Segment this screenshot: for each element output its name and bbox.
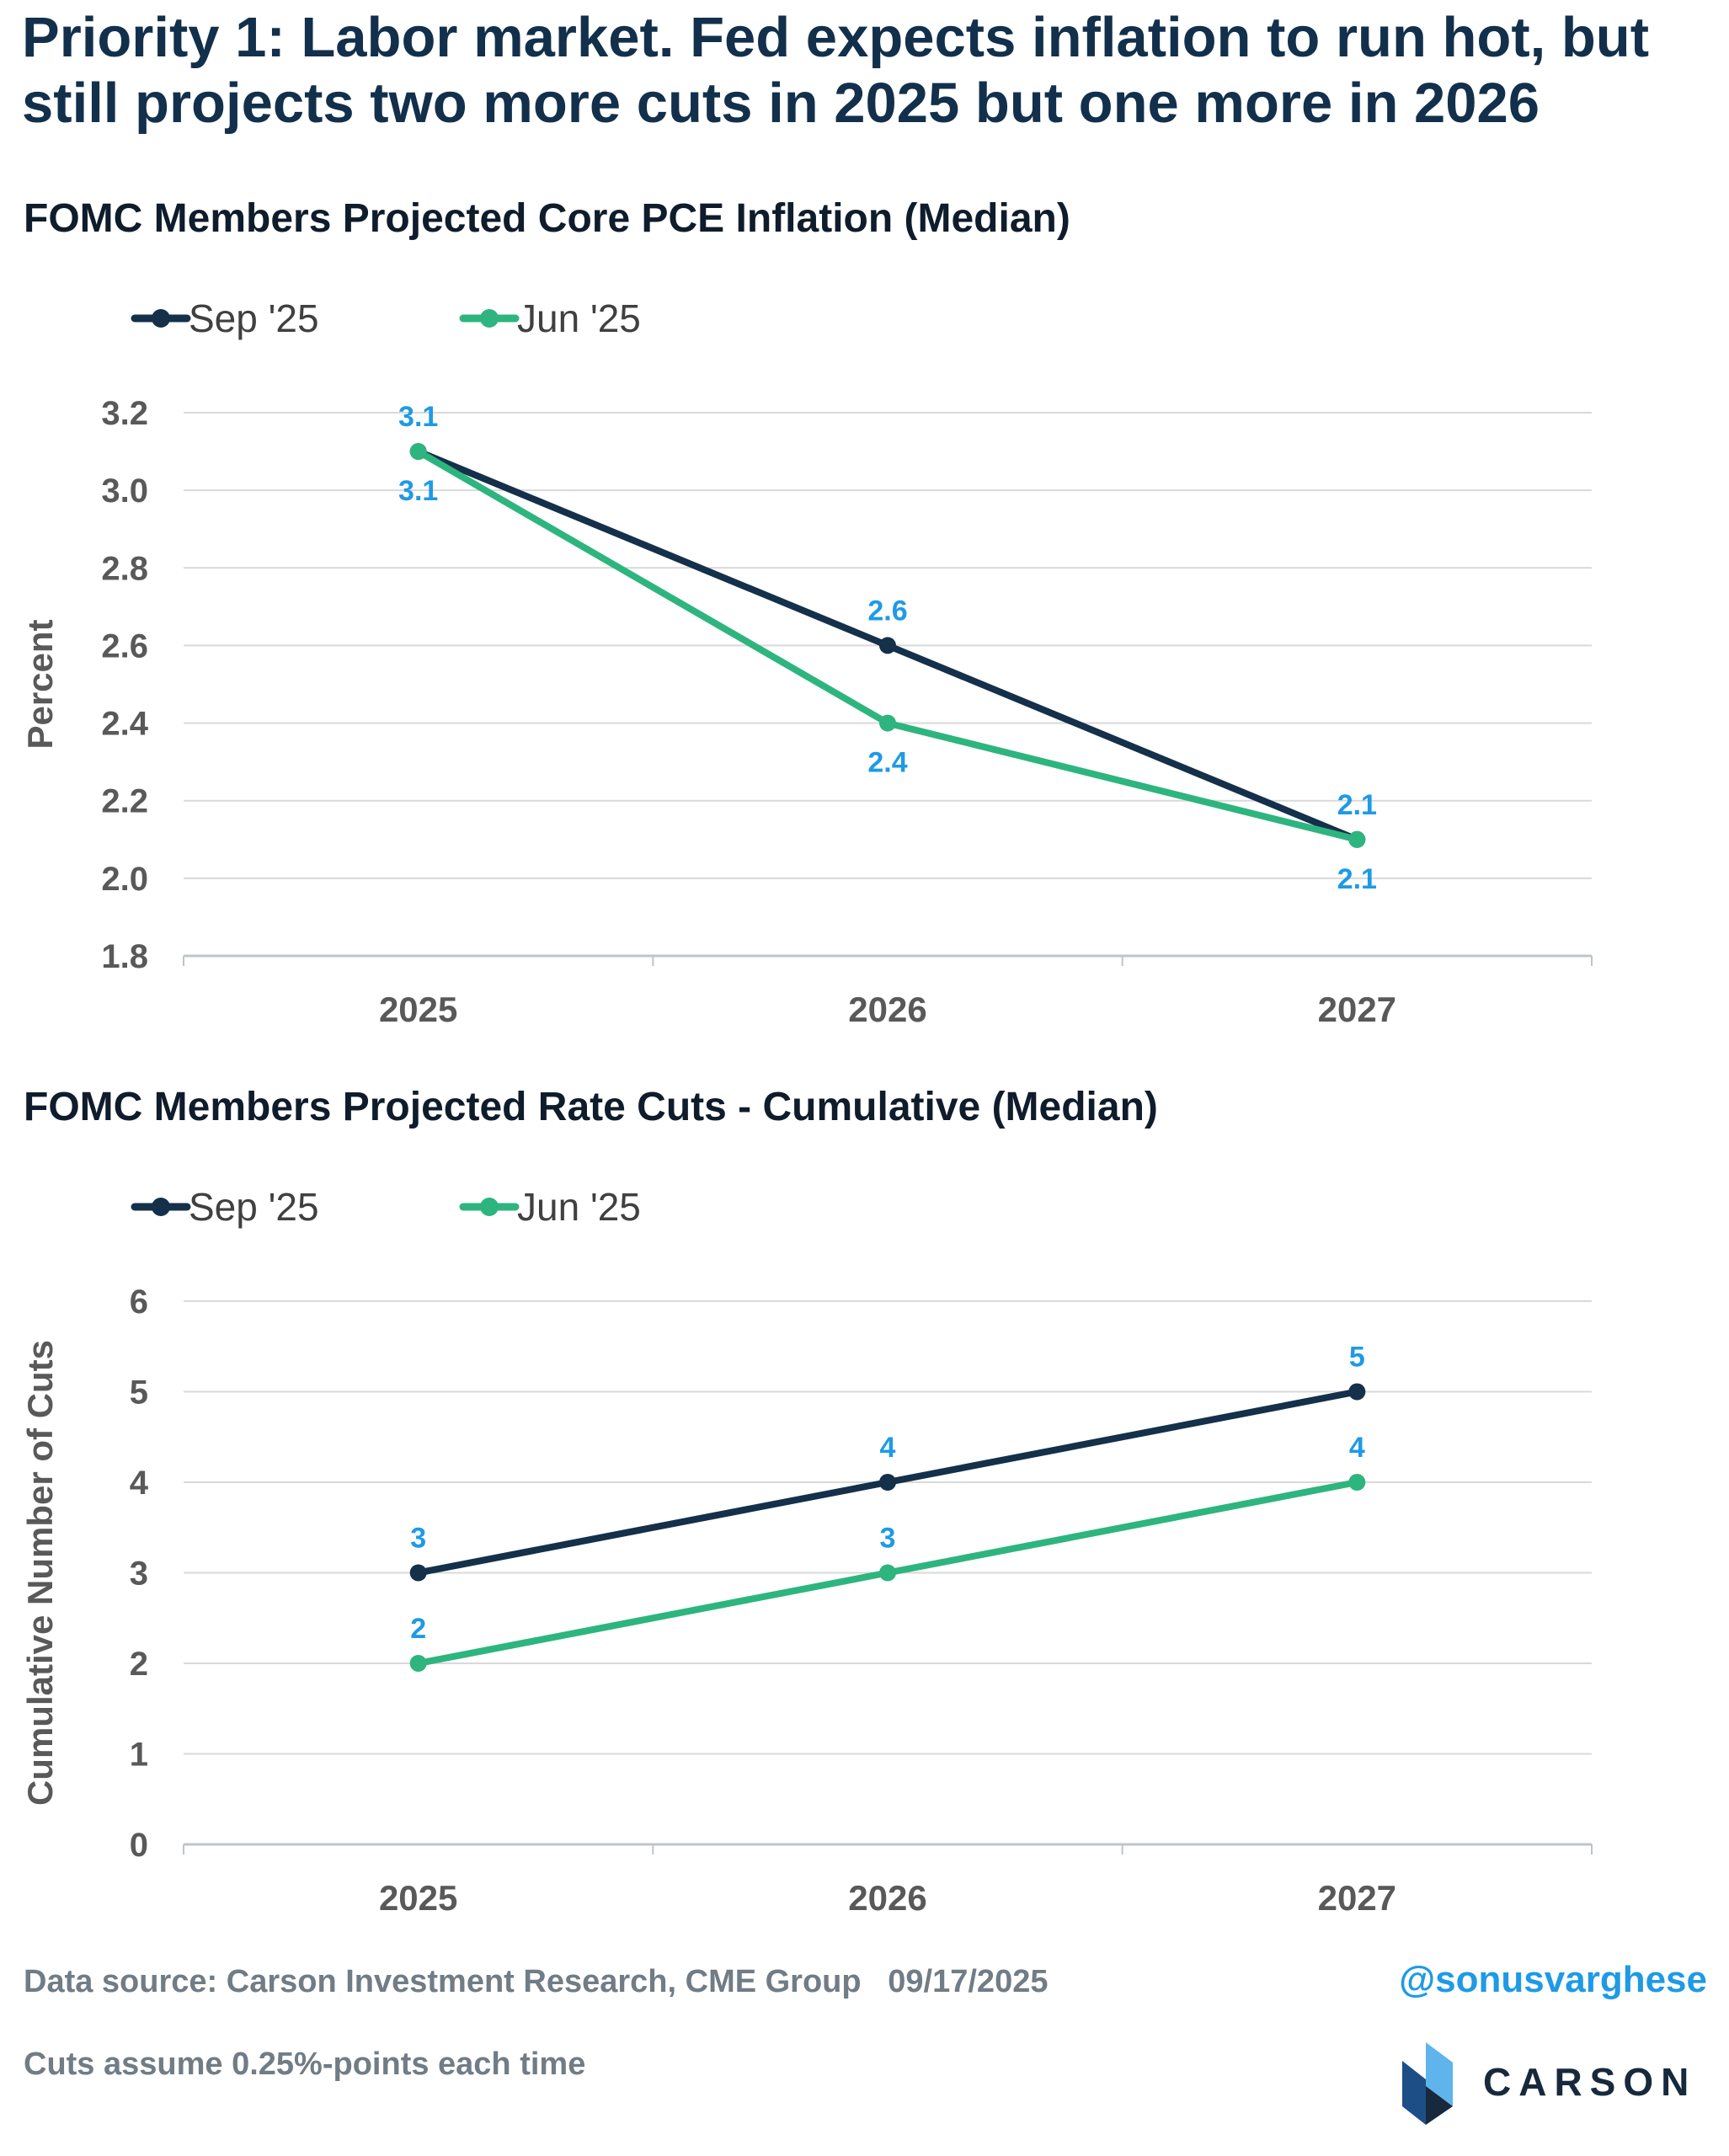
data-point <box>1348 830 1366 848</box>
core-pce-chart: 1.8 2.0 2.2 2.4 2.6 2.8 3.0 3.2 2025 2026 2027 Perc… <box>20 296 1593 1029</box>
y-tick-label: 1 <box>130 1737 148 1774</box>
y-tick-label: 5 <box>130 1374 148 1412</box>
carson-logo: CARSON <box>1402 2042 1714 2131</box>
data-point <box>1348 1474 1366 1491</box>
x-tick-label: 2027 <box>1318 1878 1396 1918</box>
data-label: 3.1 <box>398 401 438 433</box>
data-source-note: Data source: Carson Investment Research,… <box>24 1964 1049 1999</box>
chart-title-rate-cuts: FOMC Members Projected Rate Cuts - Cumul… <box>24 1085 1158 1129</box>
twitter-handle: @sonusvarghese <box>1399 1959 1707 2000</box>
x-tick-label: 2027 <box>1318 990 1396 1029</box>
cuts-assumption-note: Cuts assume 0.25%-points each time <box>24 2047 586 2082</box>
data-label: 3 <box>410 1523 426 1555</box>
data-point <box>879 637 896 654</box>
y-tick-label: 4 <box>130 1465 149 1502</box>
data-label: 3 <box>880 1523 896 1555</box>
carson-logo-mark-icon <box>1402 2042 1453 2125</box>
y-tick-label: 2.8 <box>101 550 148 587</box>
y-tick-label: 3.0 <box>101 472 148 510</box>
legend-label: Jun '25 <box>517 296 641 340</box>
data-point <box>409 443 427 461</box>
legend-marker <box>480 309 499 328</box>
y-tick-label: 3.2 <box>101 395 148 432</box>
data-label: 2.4 <box>867 747 907 779</box>
data-label: 2.1 <box>1337 789 1377 821</box>
data-label: 5 <box>1349 1342 1365 1374</box>
legend-marker <box>152 309 170 328</box>
y-tick-label: 3 <box>130 1556 148 1593</box>
legend-label: Jun '25 <box>517 1185 641 1229</box>
legend-label: Sep '25 <box>189 1185 319 1229</box>
chart-title-core-pce: FOMC Members Projected Core PCE Inflatio… <box>24 196 1070 241</box>
y-tick-label: 2.4 <box>101 706 148 743</box>
legend-marker <box>152 1198 170 1216</box>
data-label: 2 <box>410 1613 426 1645</box>
legend-marker <box>480 1198 499 1216</box>
legend-label: Sep '25 <box>189 296 319 340</box>
x-tick-label: 2025 <box>379 990 457 1029</box>
data-point <box>879 714 896 732</box>
data-label: 2.1 <box>1337 863 1377 895</box>
y-tick-label: 6 <box>130 1283 148 1321</box>
data-point <box>879 1564 896 1582</box>
data-label: 2.6 <box>867 595 907 627</box>
y-tick-label: 2.2 <box>101 783 148 820</box>
rate-cuts-chart: 0 1 2 3 4 5 6 2025 2026 2027 Cumulative Number of … <box>20 1185 1593 1918</box>
data-point <box>879 1474 896 1491</box>
y-tick-label: 0 <box>130 1827 148 1864</box>
data-point <box>1348 1383 1366 1401</box>
data-label: 3.1 <box>398 475 438 507</box>
x-tick-label: 2025 <box>379 1878 457 1918</box>
data-point <box>409 1564 427 1582</box>
carson-logo-text: CARSON <box>1483 2060 1697 2104</box>
y-tick-label: 2.6 <box>101 627 148 664</box>
data-label: 4 <box>880 1432 896 1464</box>
y-tick-label: 2 <box>130 1646 148 1683</box>
x-tick-label: 2026 <box>848 990 926 1029</box>
data-label: 4 <box>1349 1432 1365 1464</box>
y-tick-label: 2.0 <box>101 861 148 898</box>
x-tick-label: 2026 <box>848 1878 926 1918</box>
y-axis-label: Cumulative Number of Cuts <box>20 1340 60 1806</box>
data-point <box>409 1655 427 1672</box>
y-axis-label: Percent <box>20 619 60 749</box>
y-tick-label: 1.8 <box>101 938 148 975</box>
headline: Priority 1: Labor market. Fed expects in… <box>22 6 1650 135</box>
